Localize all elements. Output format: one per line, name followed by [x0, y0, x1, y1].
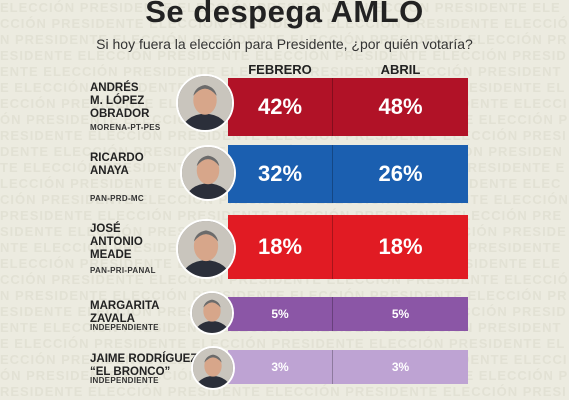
candidate-name-line: JOSÉ: [90, 223, 121, 235]
candidate-bar: 42% 48%: [228, 78, 468, 136]
column-divider: [332, 145, 333, 203]
candidate-bar: 5% 5%: [228, 297, 468, 331]
candidate-party: INDEPENDIENTE: [90, 376, 159, 385]
value-abril: 48%: [378, 94, 423, 119]
candidate-photo: [191, 346, 235, 390]
candidate-party: PAN-PRD-MC: [90, 194, 144, 203]
column-header-abril: ABRIL: [380, 62, 421, 77]
candidate-name-line: M. LÓPEZ: [90, 95, 145, 107]
person-icon: [193, 348, 233, 388]
candidate-name-line: ANDRÉS: [90, 82, 139, 94]
candidate-name-line: MEADE: [90, 249, 132, 261]
candidate-name: JAIME RODRÍGUEZ “EL BRONCO”: [90, 353, 197, 379]
value-febrero: 42%: [257, 94, 303, 119]
value-febrero: 3%: [271, 360, 289, 374]
value-febrero: 32%: [257, 161, 303, 186]
candidate-name: ANDRÉS M. LÓPEZ OBRADOR: [90, 82, 149, 121]
candidate-photo: [176, 219, 236, 279]
column-divider: [332, 297, 333, 331]
candidate-name-line: RICARDO: [90, 152, 144, 164]
value-febrero: 18%: [257, 234, 303, 259]
person-icon: [178, 76, 232, 130]
column-divider: [332, 215, 333, 279]
candidate-photo: [180, 145, 236, 201]
candidate-name-line: ZAVALA: [90, 313, 135, 325]
candidate-photo: [176, 74, 234, 132]
candidate-name-line: JAIME RODRÍGUEZ: [90, 353, 198, 365]
value-abril: 5%: [391, 307, 410, 321]
value-abril: 3%: [391, 360, 410, 374]
chart-title: Se despega AMLO: [145, 0, 424, 29]
candidate-name: MARGARITA ZAVALA: [90, 300, 159, 326]
candidate-bar: 18% 18%: [228, 215, 468, 279]
person-icon: [182, 147, 234, 199]
candidate-party: MORENA-PT-PES: [90, 123, 161, 132]
person-icon: [178, 221, 234, 277]
value-abril: 18%: [378, 234, 423, 259]
person-icon: [192, 293, 232, 333]
column-header-febrero: FEBRERO: [248, 62, 312, 77]
value-febrero: 5%: [271, 307, 289, 321]
candidate-name: JOSÉ ANTONIO MEADE: [90, 223, 143, 262]
candidate-party: INDEPENDIENTE: [90, 323, 159, 332]
value-abril: 26%: [378, 161, 423, 186]
chart-subtitle: Si hoy fuera la elección para Presidente…: [96, 36, 473, 52]
candidate-name-line: “EL BRONCO”: [90, 366, 171, 378]
candidate-bar: 32% 26%: [228, 145, 468, 203]
candidate-bar: 3% 3%: [228, 350, 468, 384]
candidate-name-line: ANTONIO: [90, 236, 143, 248]
column-divider: [332, 350, 333, 384]
candidate-name-line: MARGARITA: [90, 300, 160, 312]
column-divider: [332, 78, 333, 136]
candidate-name-line: OBRADOR: [90, 108, 150, 120]
candidate-party: PAN-PRI-PANAL: [90, 266, 156, 275]
candidate-name: RICARDO ANAYA: [90, 152, 144, 178]
candidate-name-line: ANAYA: [90, 165, 129, 177]
candidate-photo: [190, 291, 234, 335]
